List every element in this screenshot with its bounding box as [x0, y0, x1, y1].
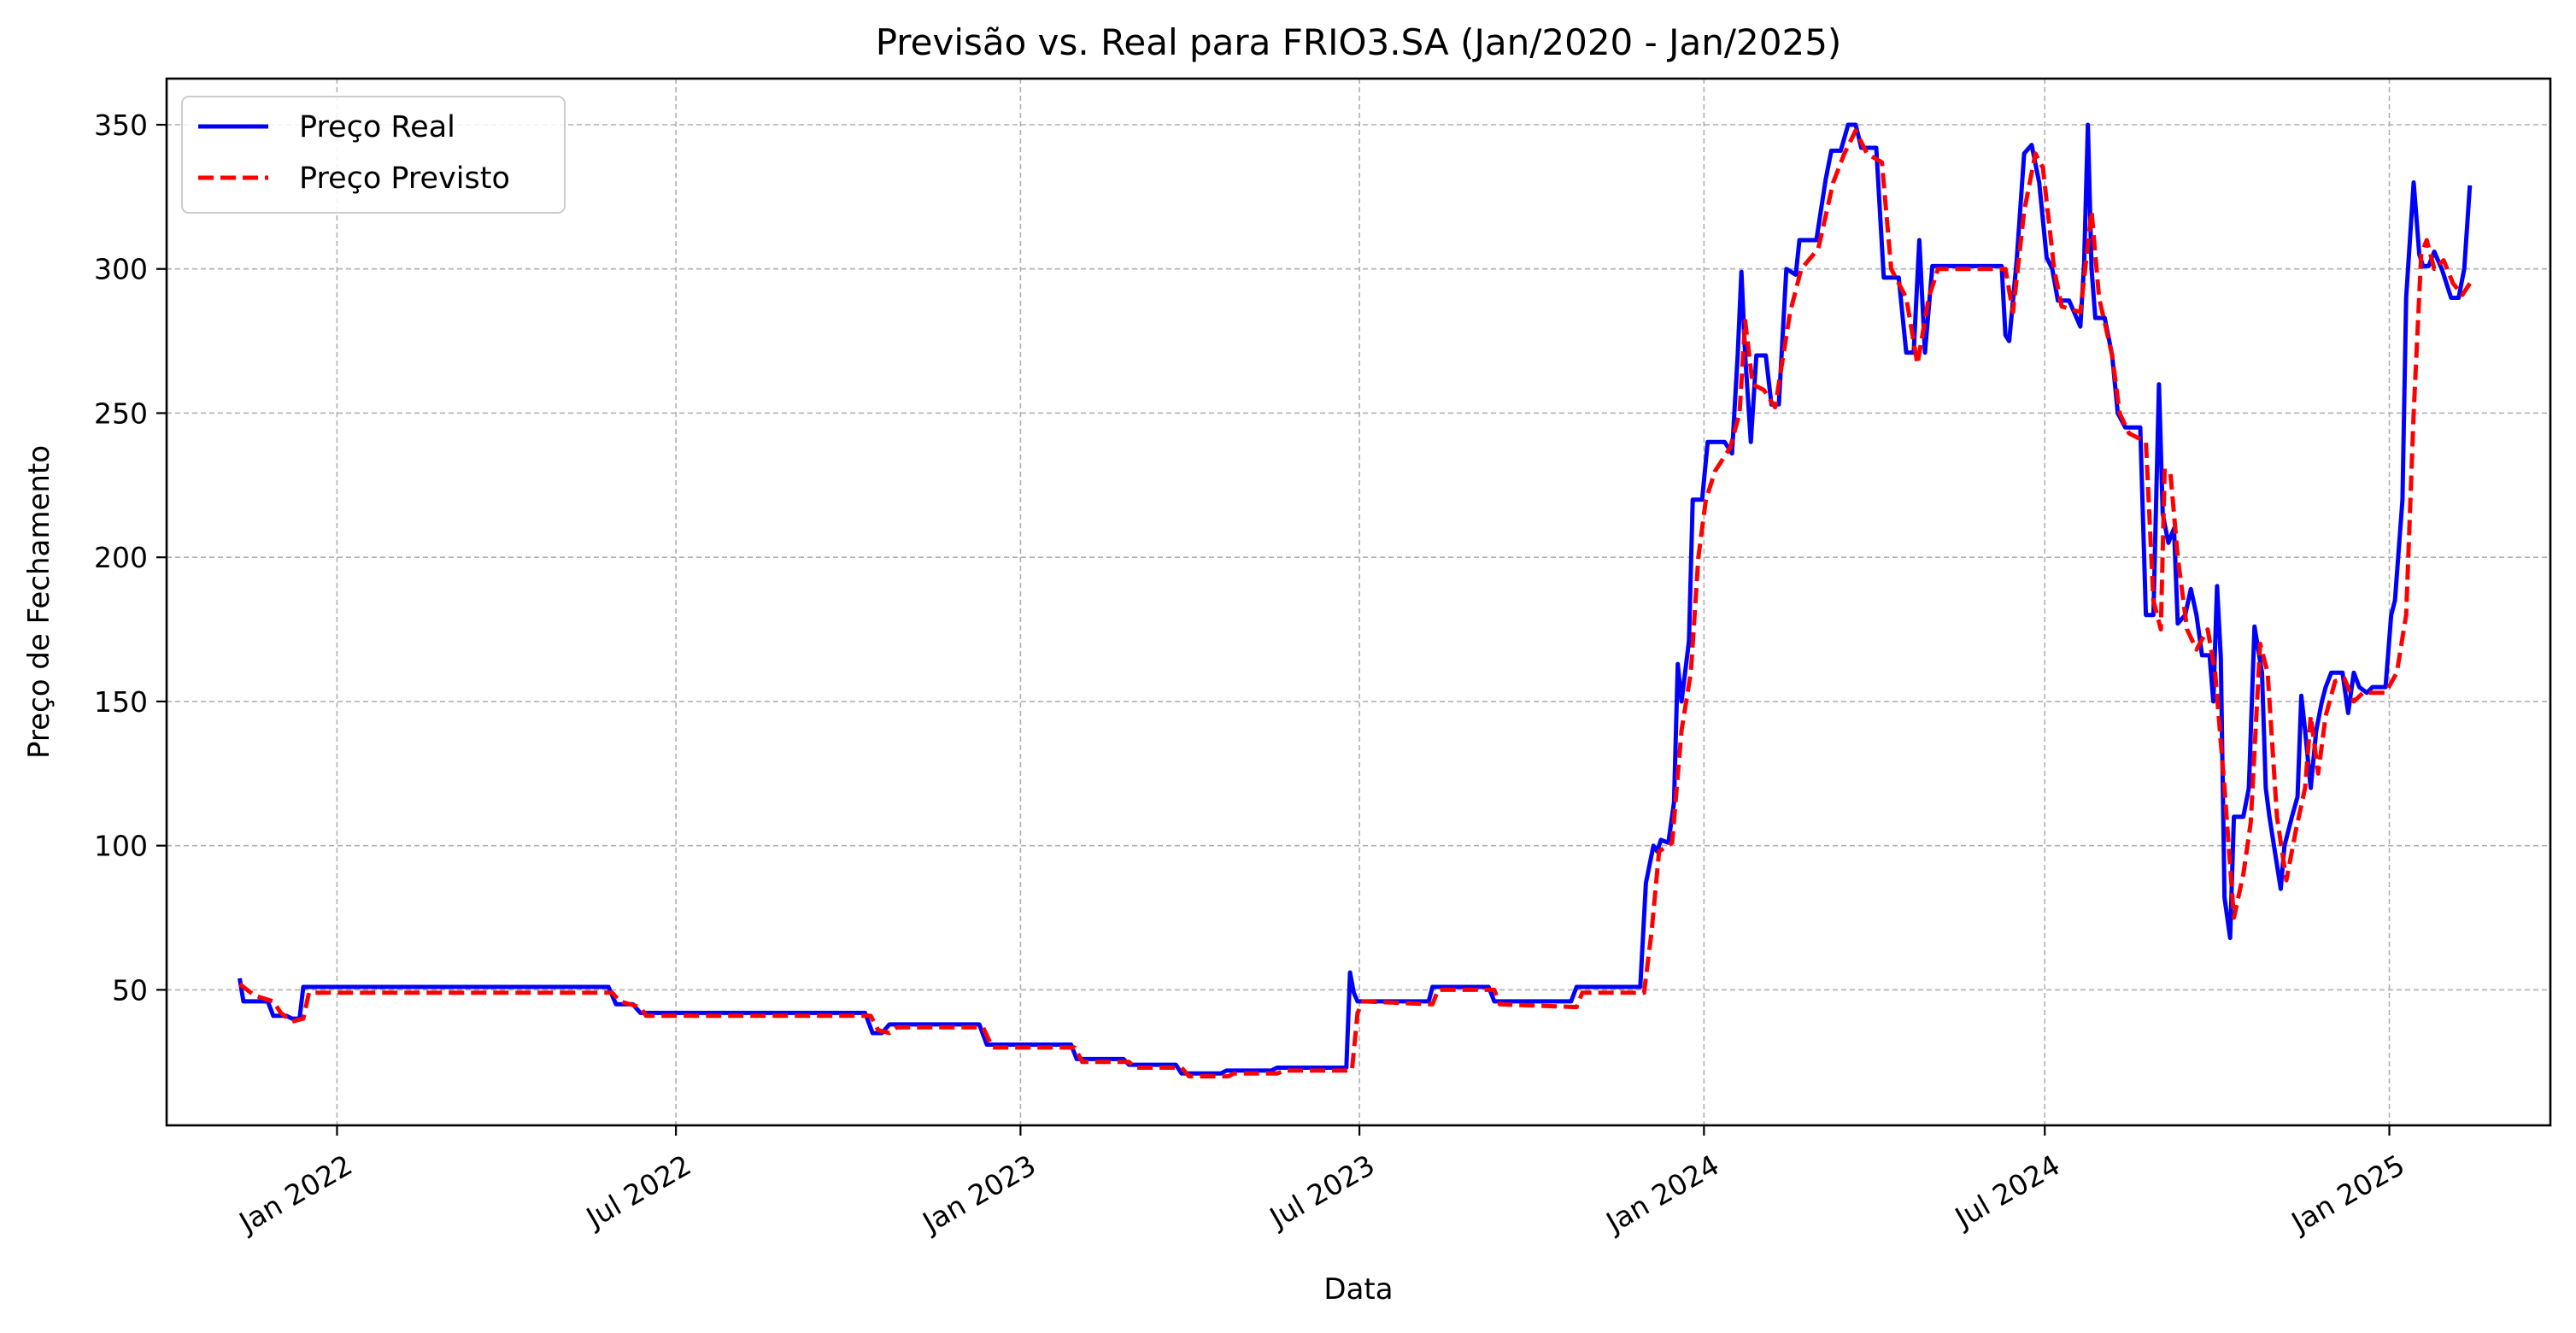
x-axis-title: Data	[1323, 1272, 1393, 1307]
y-tick-label: 150	[94, 685, 148, 719]
legend: Preço Real Preço Previsto	[181, 96, 566, 214]
y-tick-label: 350	[94, 109, 148, 142]
y-tick-label: 50	[112, 973, 148, 1007]
y-tick-label: 200	[94, 541, 148, 574]
chart-title: Previsão vs. Real para FRIO3.SA (Jan/202…	[876, 21, 1842, 63]
legend-label: Preço Real	[299, 110, 455, 144]
series-layer	[238, 122, 2473, 1079]
legend-label: Preço Previsto	[299, 161, 510, 196]
y-axis-title: Preço de Fechamento	[22, 445, 56, 759]
y-tick-label: 250	[94, 396, 148, 430]
legend-box	[181, 96, 566, 214]
series-line-preco-previsto	[238, 128, 2472, 1079]
y-tick-label: 100	[94, 830, 148, 863]
y-tick-label: 300	[94, 253, 148, 286]
grid	[167, 79, 2550, 1125]
